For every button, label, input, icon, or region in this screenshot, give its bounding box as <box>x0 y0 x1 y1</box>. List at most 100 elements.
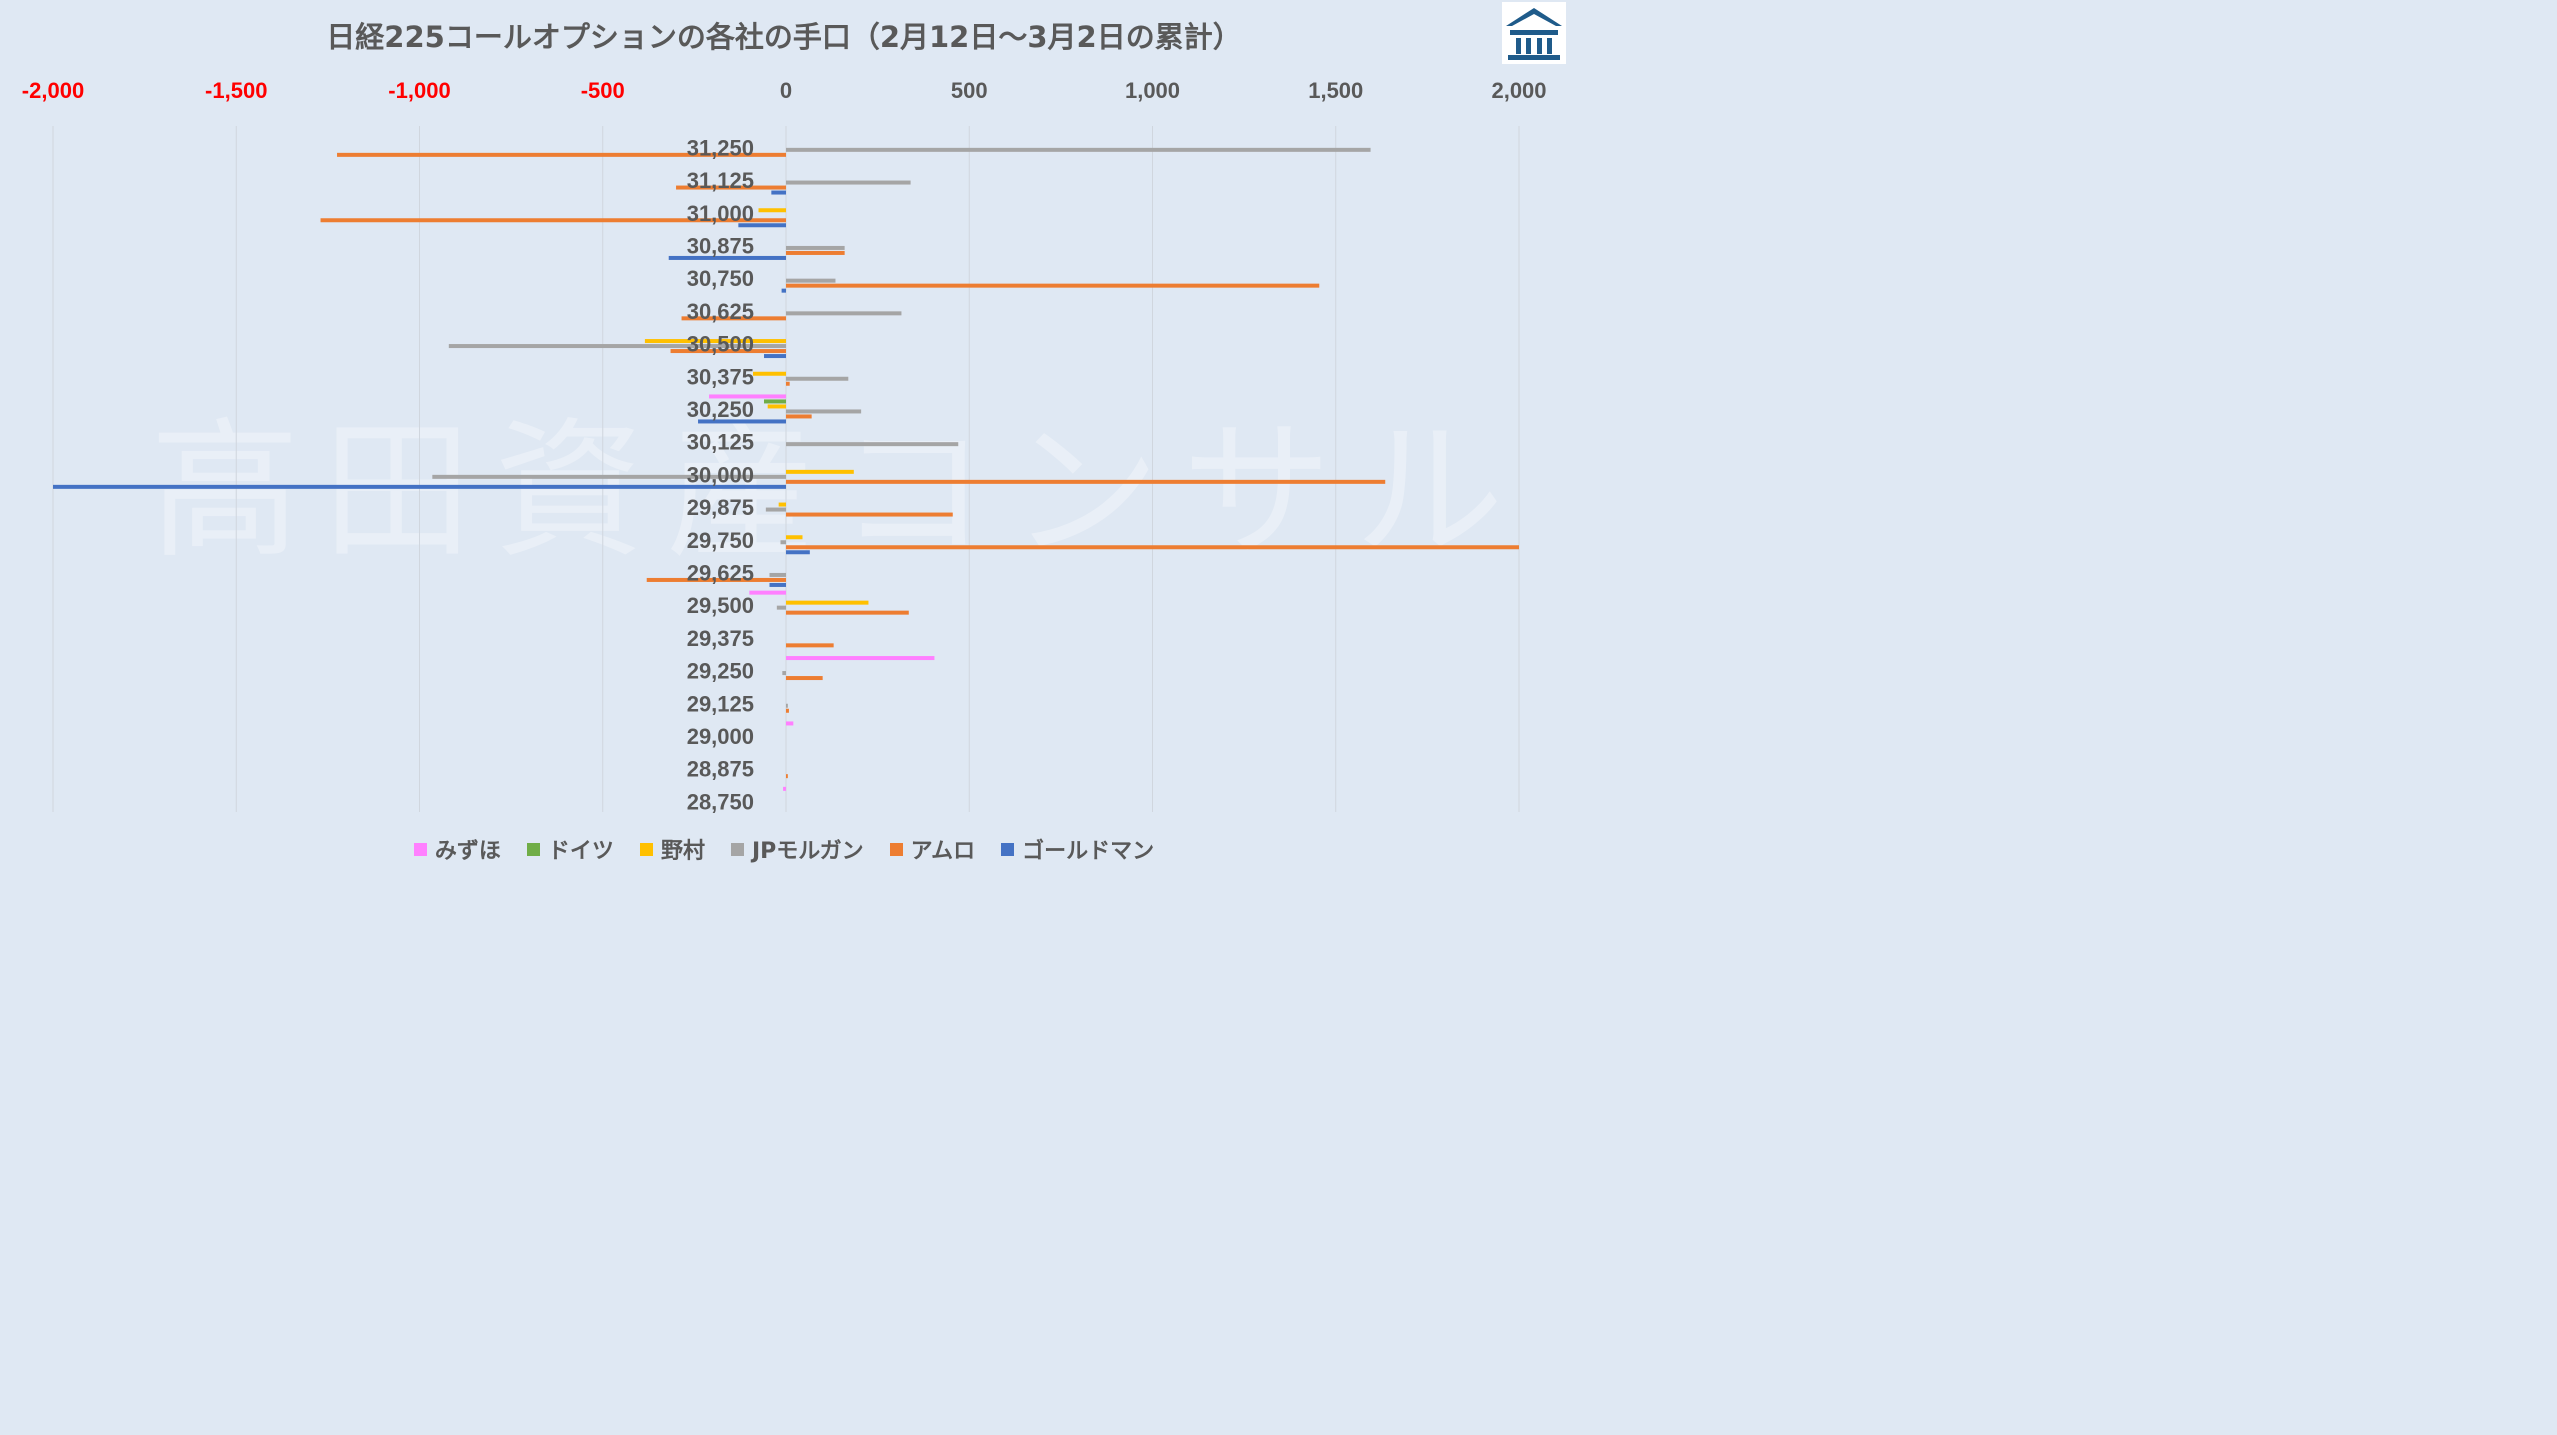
bar <box>644 339 786 344</box>
category-label: 28,875 <box>687 757 754 782</box>
legend-item: ゴールドマン <box>1001 833 1154 865</box>
bar <box>786 376 849 381</box>
bar <box>764 354 786 359</box>
bar <box>698 419 786 424</box>
temple-building-icon <box>1502 2 1566 64</box>
bar <box>769 582 786 587</box>
category-label: 30,875 <box>687 233 754 258</box>
legend-item: みずほ <box>413 833 501 865</box>
x-tick-label: 1,500 <box>1308 78 1363 103</box>
bar <box>786 414 812 419</box>
bar <box>337 152 786 157</box>
bar <box>53 484 786 489</box>
bar <box>668 255 786 260</box>
bar <box>786 774 788 779</box>
bar <box>767 404 786 409</box>
bar <box>782 671 786 676</box>
category-label: 31,125 <box>687 168 754 193</box>
category-label: 30,250 <box>687 397 754 422</box>
bar <box>781 288 786 293</box>
legend-label: ゴールドマン <box>1022 839 1155 864</box>
legend-swatch <box>526 842 540 856</box>
plot-area: -2,000 -1,500 -1,000 -500 0 500 1,000 1,500 2,00… <box>22 78 1547 814</box>
bar <box>783 786 786 791</box>
x-axis-ticks: -2,000 -1,500 -1,000 -500 0 500 1,000 1,500 2,00… <box>22 78 1547 103</box>
bar <box>786 545 1519 550</box>
bar <box>771 190 786 195</box>
bar <box>681 316 786 321</box>
bar <box>786 479 1386 484</box>
category-label: 28,750 <box>687 789 754 814</box>
bar <box>764 399 786 404</box>
legend-item: アムロ <box>889 833 976 865</box>
bar <box>786 180 911 185</box>
bar <box>786 550 810 555</box>
bar <box>786 250 845 255</box>
bar <box>786 610 909 615</box>
chart-title: 日経225コールオプションの各社の手口（2月12日〜3月2日の累計） <box>326 20 1242 54</box>
bar <box>786 147 1371 152</box>
legend: みずほ ドイツ 野村 JPモルガン アムロ ゴールドマン <box>0 833 1568 865</box>
x-tick-label: -1,500 <box>205 78 267 103</box>
legend-label: ドイツ <box>547 839 614 864</box>
legend-swatch <box>730 842 744 856</box>
bar <box>786 283 1320 288</box>
bar <box>448 344 786 349</box>
category-label: 29,250 <box>687 659 754 684</box>
x-tick-label: -2,000 <box>22 78 84 103</box>
legend-swatch <box>639 842 653 856</box>
legend-item: 野村 <box>639 833 705 865</box>
bar <box>786 381 790 386</box>
bar <box>765 507 786 512</box>
bar <box>786 703 788 708</box>
bar <box>709 394 786 399</box>
bar <box>786 245 845 250</box>
bar <box>676 185 786 190</box>
x-tick-label: -500 <box>581 78 625 103</box>
bar <box>786 442 959 447</box>
x-tick-label: -1,000 <box>388 78 450 103</box>
bar <box>320 218 786 223</box>
bar <box>786 409 862 414</box>
category-label: 30,375 <box>687 364 754 389</box>
category-label: 29,000 <box>687 724 754 749</box>
category-label: 29,125 <box>687 691 754 716</box>
legend-label: 野村 <box>660 839 705 864</box>
logo <box>1502 2 1566 64</box>
x-tick-label: 1,000 <box>1125 78 1180 103</box>
bar <box>769 572 786 577</box>
bar <box>786 512 953 517</box>
x-tick-label: 0 <box>780 78 792 103</box>
bar <box>646 577 786 582</box>
bar <box>786 535 803 540</box>
legend-swatch <box>1001 842 1015 856</box>
category-label: 31,250 <box>687 135 754 160</box>
bar <box>786 600 869 605</box>
legend-item: ドイツ <box>526 833 614 865</box>
legend-label: みずほ <box>434 839 501 864</box>
category-label: 30,500 <box>687 332 754 357</box>
bar <box>786 676 823 681</box>
bar <box>786 643 834 648</box>
legend-label: アムロ <box>910 839 976 864</box>
category-label: 30,750 <box>687 266 754 291</box>
bar <box>749 590 786 595</box>
bar <box>780 540 786 545</box>
legend-swatch <box>413 842 427 856</box>
legend-label: JPモルガン <box>751 839 864 864</box>
bar <box>786 469 854 474</box>
category-label: 29,625 <box>687 560 754 585</box>
bar <box>758 208 786 213</box>
legend-swatch <box>889 842 903 856</box>
bar <box>786 708 789 713</box>
category-label: 29,375 <box>687 626 754 651</box>
bar <box>670 349 786 354</box>
bars <box>53 147 1519 791</box>
bar <box>786 311 902 316</box>
category-label: 30,625 <box>687 299 754 324</box>
bar <box>738 223 786 228</box>
bar <box>753 371 786 376</box>
bar <box>776 605 786 610</box>
bar <box>786 721 794 726</box>
x-tick-label: 500 <box>951 78 988 103</box>
